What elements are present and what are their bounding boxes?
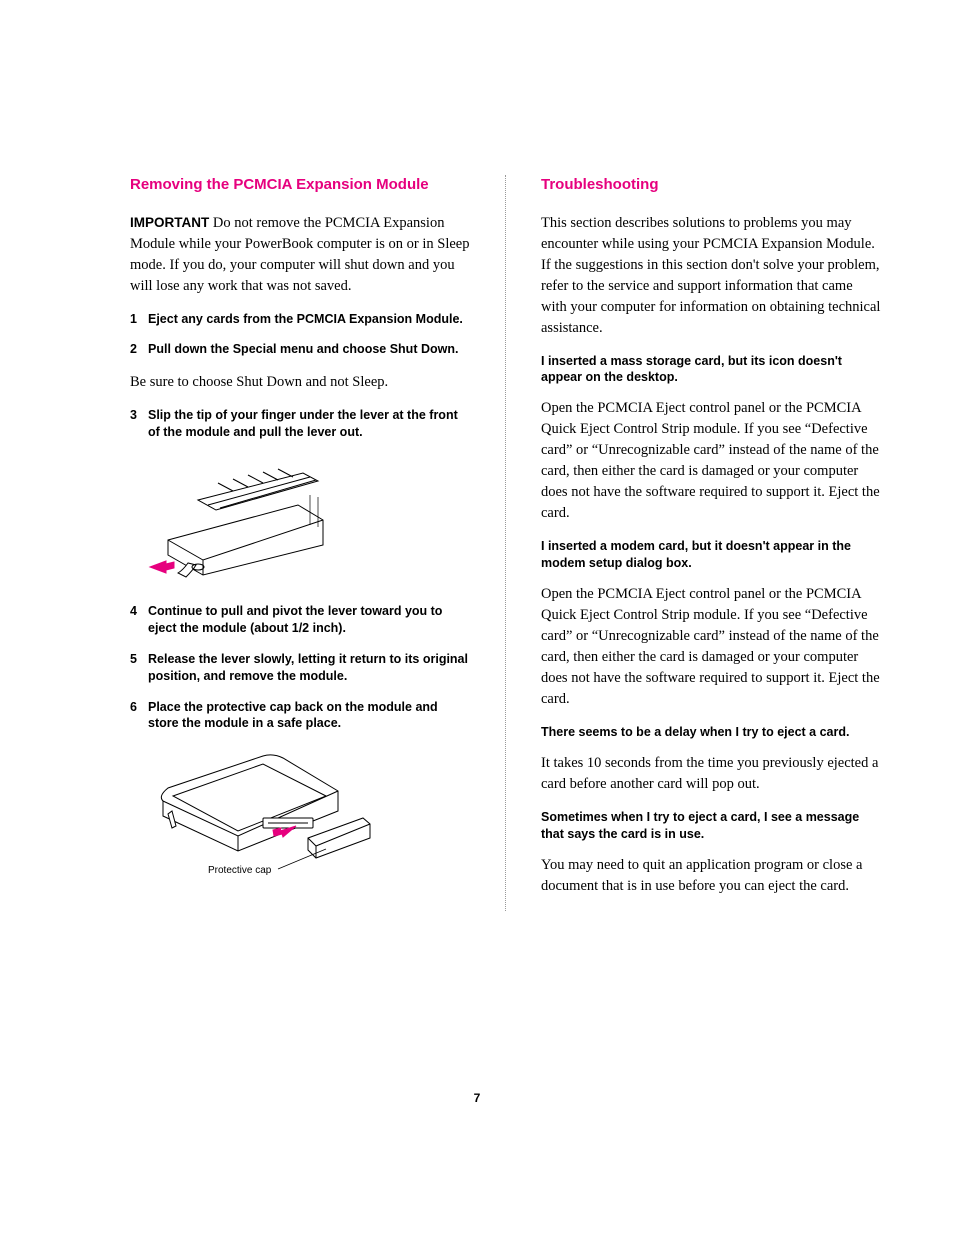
step-2: 2 Pull down the Special menu and choose … <box>130 341 470 358</box>
figure-cap: Protective cap <box>148 746 470 886</box>
figure-lever <box>148 455 470 585</box>
step-number: 1 <box>130 311 148 328</box>
page-number: 7 <box>0 1091 954 1105</box>
step-3: 3 Slip the tip of your finger under the … <box>130 407 470 441</box>
step-number: 2 <box>130 341 148 358</box>
left-heading: Removing the PCMCIA Expansion Module <box>130 175 470 195</box>
qa-question: Sometimes when I try to eject a card, I … <box>541 809 881 843</box>
qa-question: There seems to be a delay when I try to … <box>541 724 881 741</box>
fig-cap-label: Protective cap <box>208 865 272 876</box>
qa-question: I inserted a modem card, but it doesn't … <box>541 538 881 572</box>
step-number: 3 <box>130 407 148 441</box>
step-text: Continue to pull and pivot the lever tow… <box>148 603 470 637</box>
important-label: IMPORTANT <box>130 215 209 230</box>
qa-answer: Open the PCMCIA Eject control panel or t… <box>541 398 881 524</box>
mid-note: Be sure to choose Shut Down and not Slee… <box>130 372 470 393</box>
right-heading: Troubleshooting <box>541 175 881 195</box>
step-number: 6 <box>130 699 148 733</box>
step-text: Place the protective cap back on the mod… <box>148 699 470 733</box>
column-divider <box>505 175 506 911</box>
step-text: Slip the tip of your finger under the le… <box>148 407 470 441</box>
step-1: 1 Eject any cards from the PCMCIA Expans… <box>130 311 470 328</box>
step-6: 6 Place the protective cap back on the m… <box>130 699 470 733</box>
left-intro: IMPORTANT Do not remove the PCMCIA Expan… <box>130 213 470 297</box>
step-5: 5 Release the lever slowly, letting it r… <box>130 651 470 685</box>
qa-answer: Open the PCMCIA Eject control panel or t… <box>541 584 881 710</box>
step-number: 4 <box>130 603 148 637</box>
step-text: Pull down the Special menu and choose Sh… <box>148 341 458 358</box>
qa-answer: It takes 10 seconds from the time you pr… <box>541 753 881 795</box>
step-number: 5 <box>130 651 148 685</box>
step-text: Release the lever slowly, letting it ret… <box>148 651 470 685</box>
qa-answer: You may need to quit an application prog… <box>541 855 881 897</box>
qa-question: I inserted a mass storage card, but its … <box>541 353 881 387</box>
step-4: 4 Continue to pull and pivot the lever t… <box>130 603 470 637</box>
right-intro: This section describes solutions to prob… <box>541 213 881 339</box>
step-text: Eject any cards from the PCMCIA Expansio… <box>148 311 463 328</box>
